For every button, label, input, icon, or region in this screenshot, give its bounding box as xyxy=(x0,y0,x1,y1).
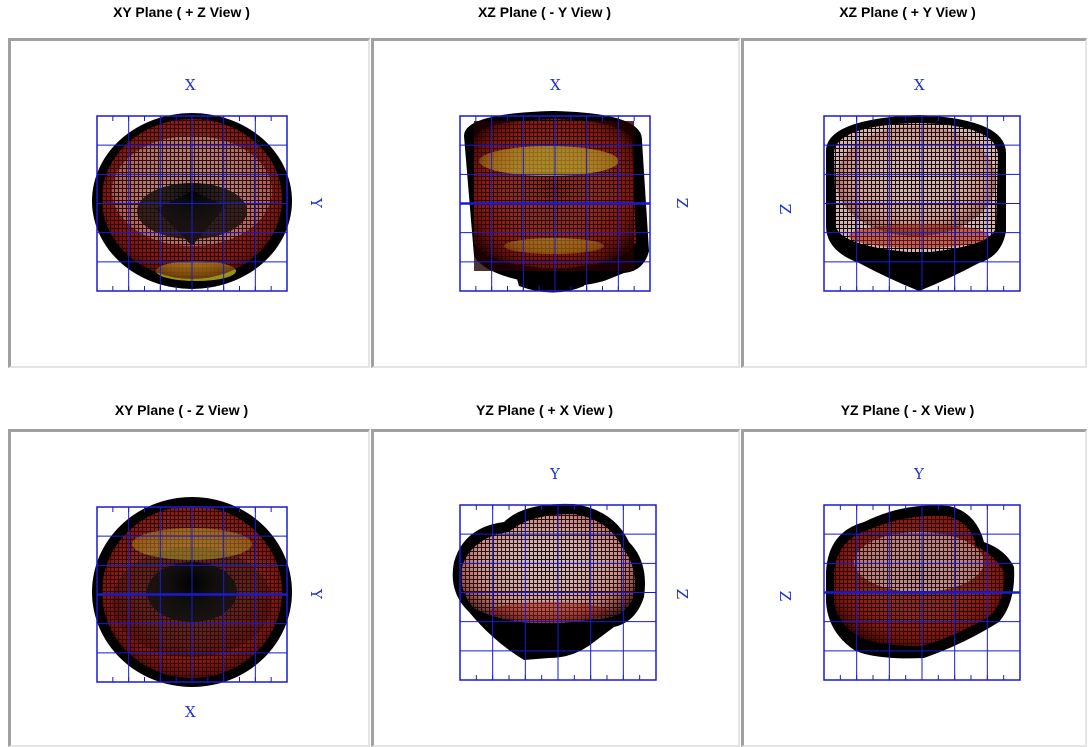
axis-label-side: Z xyxy=(673,197,692,209)
view-panel-xy-plus-z[interactable]: X Y xyxy=(8,38,370,368)
axis-label-side: Z xyxy=(776,590,795,602)
axis-label-bottom: X xyxy=(185,703,196,721)
axis-label-top: X xyxy=(914,76,925,94)
pattern-plot-xy-plus-z[interactable] xyxy=(11,41,370,368)
pattern-plot-yz-minus-x[interactable] xyxy=(744,432,1087,747)
axis-label-side: Z xyxy=(776,203,795,215)
pattern-plot-xz-plus-y[interactable] xyxy=(744,41,1087,368)
panel-title-3: XZ Plane ( + Y View ) xyxy=(839,4,976,20)
axis-label-top: X xyxy=(185,76,196,94)
axis-label-top: X xyxy=(550,76,561,94)
panel-title-6: YZ Plane ( - X View ) xyxy=(840,402,975,418)
panel-title-1: XY Plane ( + Z View ) xyxy=(113,4,250,20)
pattern-bottom xyxy=(514,269,589,293)
view-panel-xz-minus-y[interactable]: X Z xyxy=(371,38,740,368)
axis-label-top: Y xyxy=(550,465,560,483)
grid-lines xyxy=(96,506,288,683)
axis-label-side: Z xyxy=(673,588,692,600)
view-panel-yz-minus-x[interactable]: Y Z xyxy=(741,429,1087,747)
panel-title-5: YZ Plane ( + X View ) xyxy=(475,402,614,418)
view-panel-xz-plus-y[interactable]: X Z xyxy=(741,38,1087,368)
grid-lines xyxy=(459,115,651,292)
pattern-plot-xz-minus-y[interactable] xyxy=(374,41,740,368)
panel-title-2: XZ Plane ( - Y View ) xyxy=(477,4,612,20)
grid-lines xyxy=(459,504,657,681)
pattern-plot-xy-minus-z[interactable] xyxy=(11,432,370,747)
view-panel-xy-minus-z[interactable]: Y X xyxy=(8,429,370,747)
grid-lines xyxy=(96,115,288,292)
grid-lines xyxy=(823,115,1021,292)
axis-label-side: Y xyxy=(306,589,325,599)
axis-label-side: Y xyxy=(306,198,325,208)
view-panel-yz-plus-x[interactable]: Y Z xyxy=(371,429,740,747)
grid-lines xyxy=(823,504,1021,681)
pattern-plot-yz-plus-x[interactable] xyxy=(374,432,740,747)
axis-label-top: Y xyxy=(914,465,924,483)
panel-title-4: XY Plane ( - Z View ) xyxy=(114,402,249,418)
